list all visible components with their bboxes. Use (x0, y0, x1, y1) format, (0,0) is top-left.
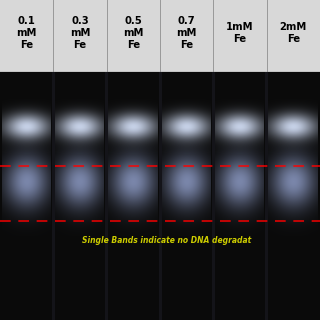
Text: 0.3
mM
Fe: 0.3 mM Fe (70, 16, 90, 50)
Text: 1mM
Fe: 1mM Fe (226, 22, 254, 44)
Text: 2mM
Fe: 2mM Fe (280, 22, 307, 44)
Text: 0.5
mM
Fe: 0.5 mM Fe (123, 16, 144, 50)
Text: 0.1
mM
Fe: 0.1 mM Fe (16, 16, 37, 50)
Text: 0.7
mM
Fe: 0.7 mM Fe (176, 16, 197, 50)
Text: Single Bands indicate no DNA degradat: Single Bands indicate no DNA degradat (82, 236, 251, 245)
